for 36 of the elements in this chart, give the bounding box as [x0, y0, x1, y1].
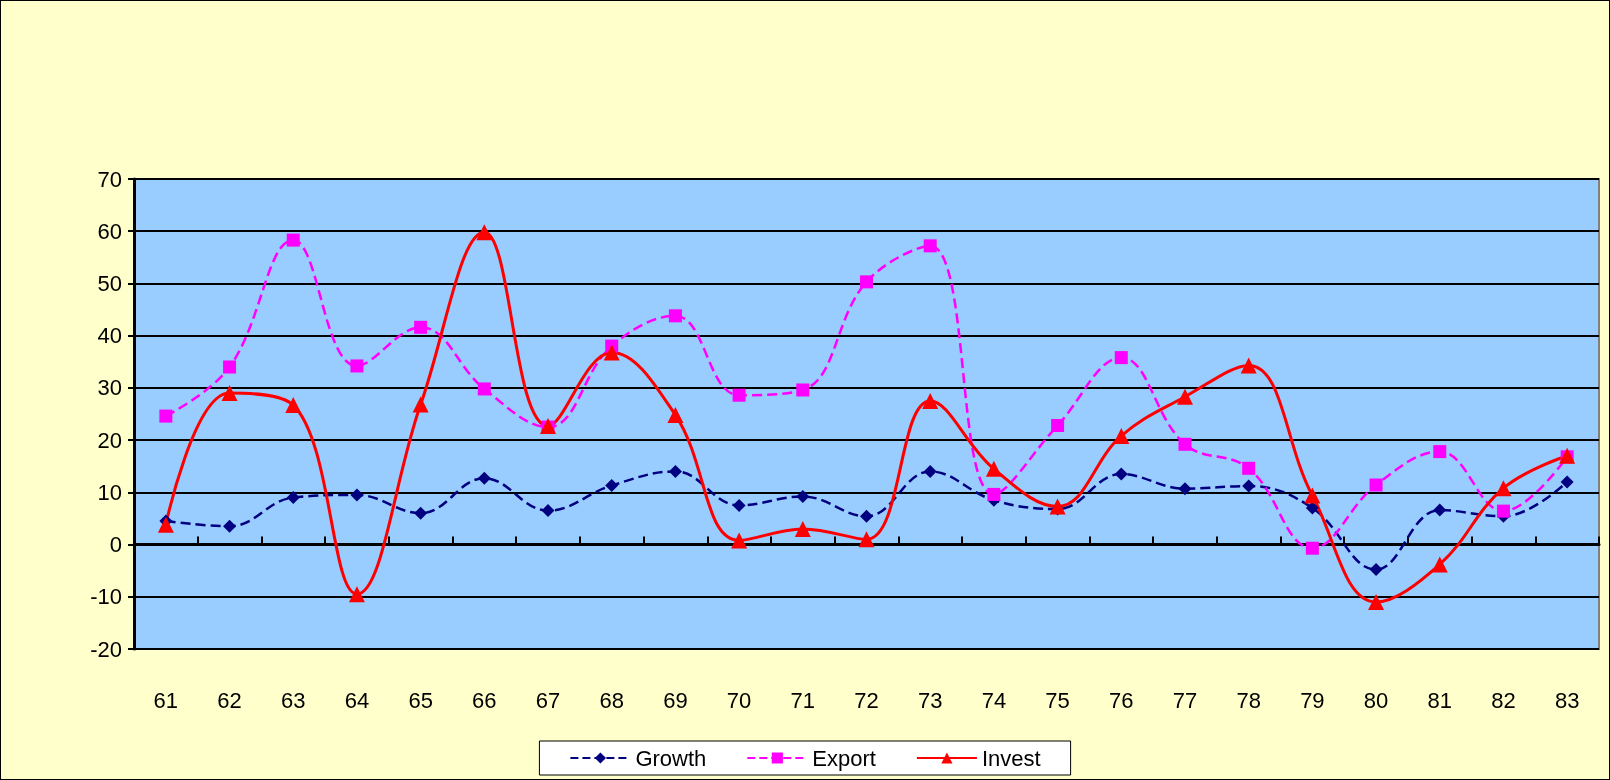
x-tick-label: 67	[535, 687, 561, 713]
x-tick-label: 75	[1045, 687, 1070, 713]
x-tick-label: 65	[408, 687, 433, 713]
x-tick-label: 76	[1109, 687, 1134, 713]
x-tick-label: 79	[1300, 687, 1325, 713]
y-tick-label: 60	[97, 218, 122, 244]
legend-label: Invest	[981, 745, 1041, 771]
y-tick-label: -20	[90, 636, 122, 662]
x-tick-label: 71	[790, 687, 816, 713]
x-tick-label: 77	[1172, 687, 1198, 713]
x-tick-label: 80	[1363, 687, 1389, 713]
x-tick-label: 63	[281, 687, 306, 713]
y-tick-label: 50	[97, 270, 122, 296]
y-tick-label: 10	[97, 479, 122, 505]
x-tick-label: 74	[981, 687, 1007, 713]
x-tick-label: 62	[217, 687, 242, 713]
y-tick-label: 40	[97, 323, 122, 349]
x-tick-label: 78	[1236, 687, 1261, 713]
x-tick-label: 70	[726, 687, 752, 713]
x-tick-label: 72	[854, 687, 879, 713]
y-tick-label: 30	[97, 375, 122, 401]
x-tick-label: 61	[153, 687, 179, 713]
x-tick-label: 81	[1427, 687, 1452, 713]
y-tick-label: -10	[90, 584, 122, 610]
x-tick-label: 82	[1491, 687, 1516, 713]
x-tick-label: 73	[917, 687, 943, 713]
legend-label: Export	[812, 745, 876, 771]
x-tick-label: 68	[599, 687, 624, 713]
x-tick-label: 69	[663, 687, 688, 713]
x-tick-label: 83	[1554, 687, 1580, 713]
x-tick-label: 66	[472, 687, 497, 713]
y-tick-label: 0	[109, 532, 122, 558]
y-tick-label: 70	[97, 166, 122, 192]
legend-label: Growth	[635, 745, 707, 771]
y-tick-label: 20	[97, 427, 122, 453]
x-tick-label: 64	[344, 687, 370, 713]
